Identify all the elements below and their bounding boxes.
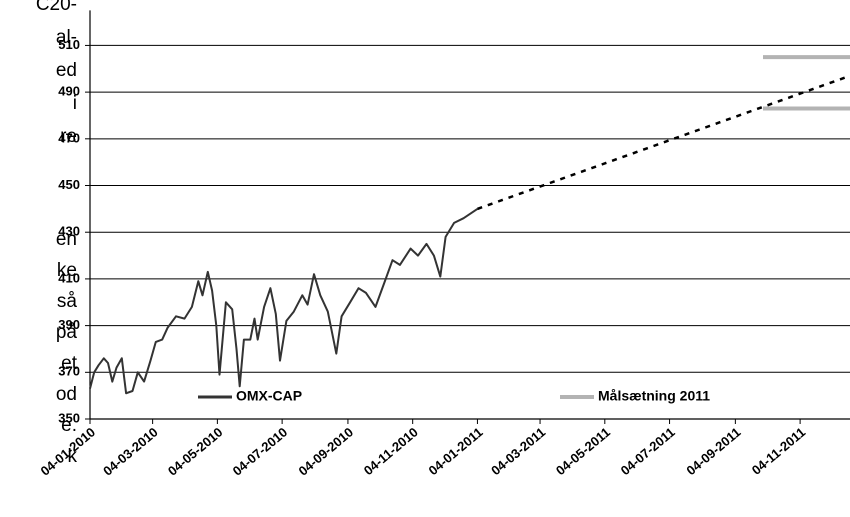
y-tick-label: 490 (58, 84, 80, 99)
y-tick-label: 510 (58, 37, 80, 52)
side-text: C20- (36, 0, 77, 15)
y-tick-label: 430 (58, 224, 80, 239)
x-tick-label: 04-03-2010 (100, 424, 161, 478)
y-tick-label: 350 (58, 410, 80, 425)
side-text: k (68, 446, 78, 467)
x-tick-label: 04-07-2011 (618, 424, 678, 478)
x-tick-label: 04-09-2010 (295, 424, 356, 478)
x-tick-label: 04-03-2011 (488, 424, 548, 478)
y-tick-label: 370 (58, 364, 80, 379)
side-text: e. (61, 415, 77, 436)
x-tick-label: 04-09-2011 (683, 424, 743, 478)
x-tick-label: 04-01-2011 (426, 424, 486, 478)
side-text: i (73, 93, 77, 114)
series-line (89, 208, 478, 395)
side-text: på (56, 322, 78, 343)
legend-label: Målsætning 2011 (598, 388, 710, 404)
side-text: ed (56, 60, 77, 81)
x-tick-label: 04-11-2011 (749, 424, 808, 477)
x-tick-label: 04-05-2010 (165, 424, 226, 478)
x-tick-label: 04-11-2010 (361, 424, 421, 478)
x-tick-label: 04-05-2011 (553, 424, 613, 478)
side-text: en (56, 229, 77, 250)
series-line (476, 74, 850, 211)
y-tick-label: 410 (58, 270, 80, 285)
side-text: al- (56, 27, 77, 48)
x-tick-label: 04-07-2010 (230, 424, 291, 478)
side-text: re (60, 126, 77, 147)
y-tick-label: 390 (58, 317, 80, 332)
side-text: ke (57, 260, 77, 281)
legend-label: OMX-CAP (236, 388, 302, 404)
side-text: et (61, 353, 78, 374)
y-tick-label: 450 (58, 177, 80, 192)
side-text: så (57, 291, 78, 312)
side-text: od (56, 384, 77, 405)
y-tick-label: 470 (58, 130, 80, 145)
